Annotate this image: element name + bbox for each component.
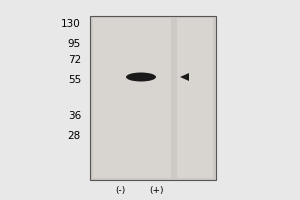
Text: 72: 72 — [68, 55, 81, 65]
FancyBboxPatch shape — [90, 16, 216, 180]
Text: 95: 95 — [68, 39, 81, 49]
Text: (-): (-) — [115, 186, 125, 194]
Text: 28: 28 — [68, 131, 81, 141]
Text: 130: 130 — [61, 19, 81, 29]
Text: 36: 36 — [68, 111, 81, 121]
Text: 55: 55 — [68, 75, 81, 85]
Text: (+): (+) — [149, 186, 163, 194]
Polygon shape — [180, 73, 189, 81]
FancyBboxPatch shape — [177, 18, 213, 178]
FancyBboxPatch shape — [93, 18, 171, 178]
Ellipse shape — [126, 72, 156, 82]
